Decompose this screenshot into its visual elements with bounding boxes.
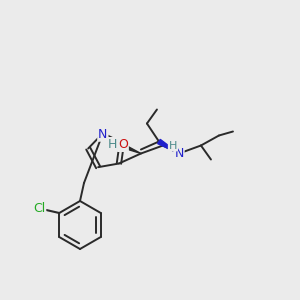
- Text: H: H: [169, 140, 177, 151]
- Polygon shape: [158, 140, 179, 154]
- Text: H: H: [107, 138, 117, 151]
- Text: Cl: Cl: [33, 202, 45, 214]
- Polygon shape: [121, 144, 141, 154]
- Text: N: N: [98, 128, 108, 141]
- Text: O: O: [118, 138, 128, 151]
- Text: N: N: [174, 147, 184, 160]
